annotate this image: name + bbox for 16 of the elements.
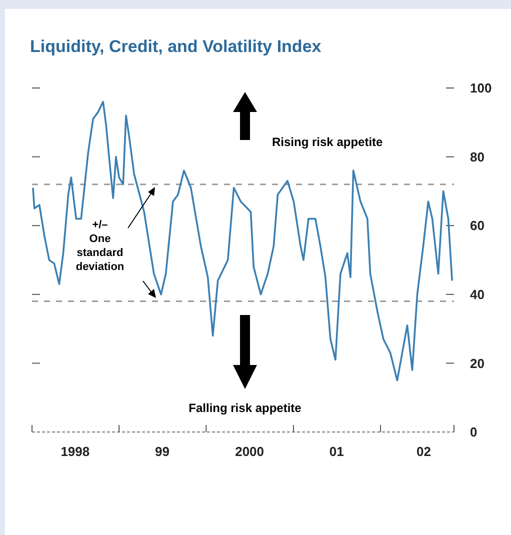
y-tick-label: 40: [470, 286, 484, 302]
y-tick-label: 100: [470, 80, 492, 96]
y-tick-label: 20: [470, 356, 484, 371]
x-tick-label: 1998: [60, 444, 90, 459]
annotation: Falling risk appetite: [188, 401, 302, 415]
chart-title: Liquidity, Credit, and Volatility Index: [30, 37, 322, 56]
x-tick-label: 99: [155, 444, 170, 459]
annotation: Rising risk appetite: [272, 135, 384, 149]
y-tick-label: 60: [470, 218, 484, 234]
x-tick-label: 01: [329, 444, 344, 459]
x-tick-label: 2000: [235, 444, 264, 459]
line-series: [32, 100, 453, 382]
annotation: +/– One standard deviation: [76, 219, 124, 273]
x-tick-label: 02: [416, 444, 431, 459]
y-tick-label: 80: [470, 149, 484, 164]
y-tick-label: 0: [470, 424, 478, 440]
